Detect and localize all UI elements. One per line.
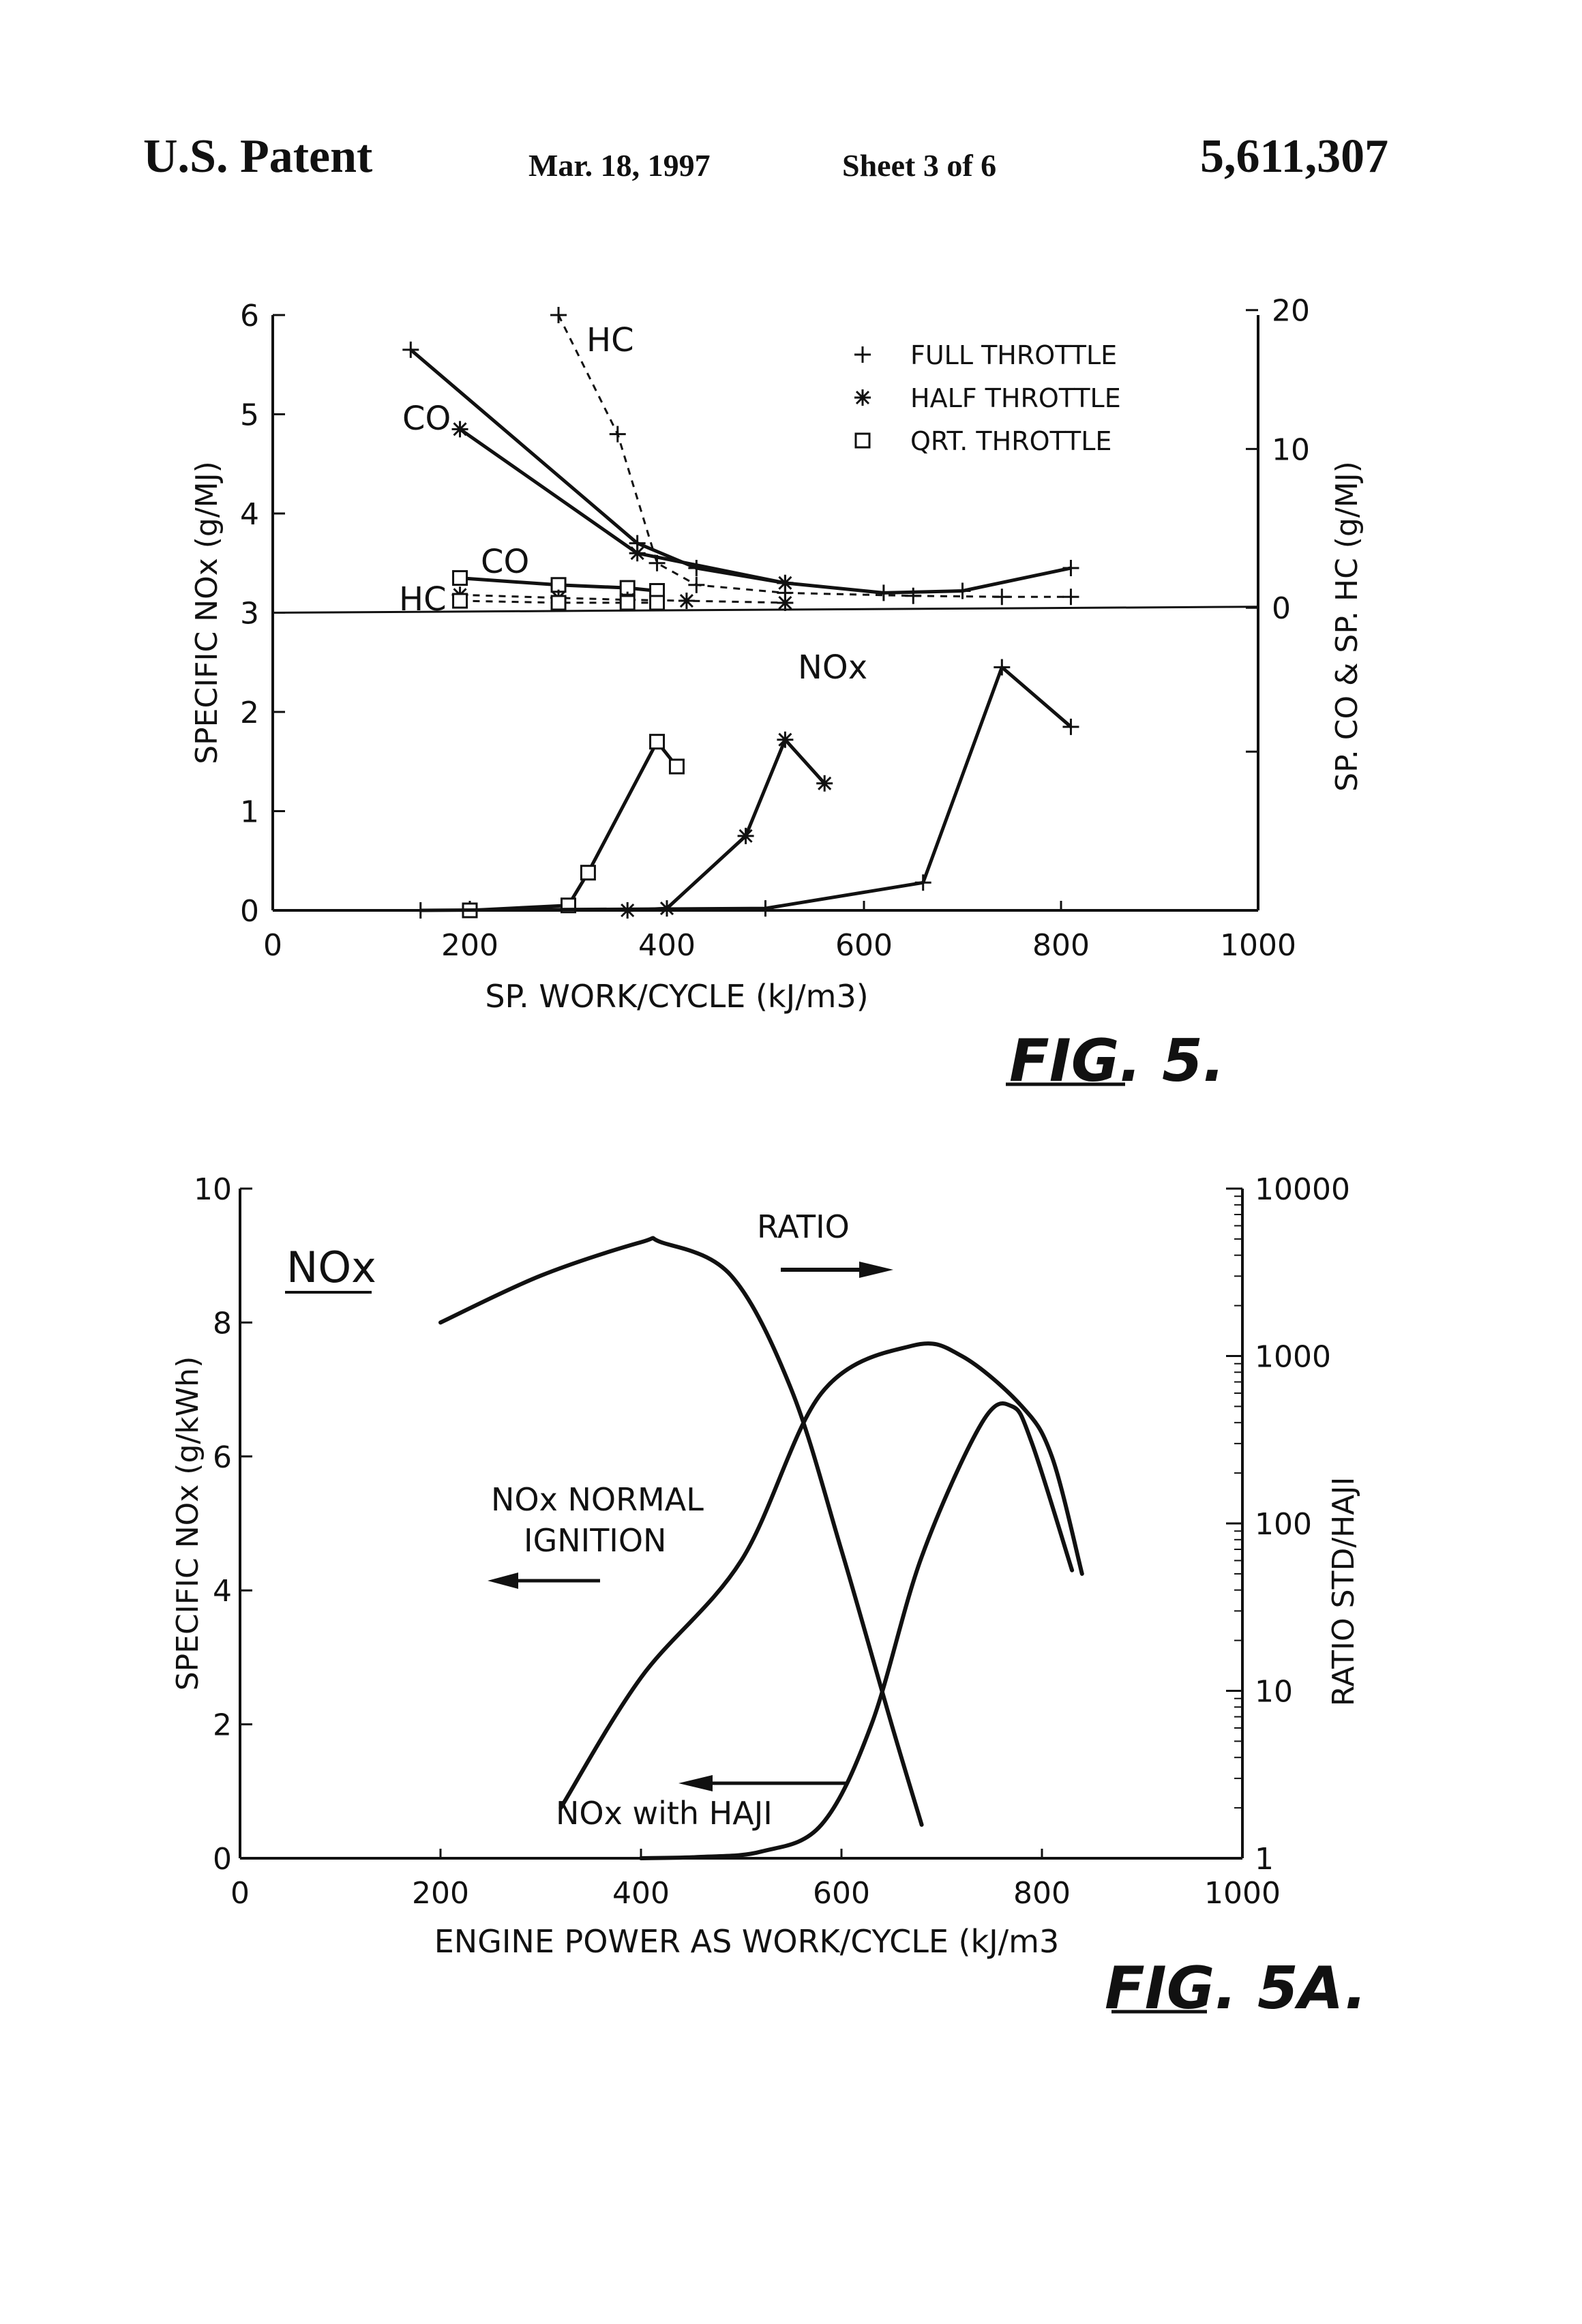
fig5a-y-tick-label: 0 [213,1842,232,1877]
fig5-legend-marker [854,389,871,406]
fig5a-annotation-haji: NOx with HAJI [556,1795,773,1832]
fig5-annotation-hc-low: HC [399,580,447,619]
fig5a-haji-arrow-head [678,1775,713,1791]
fig5-y-tick-label: 0 [240,894,259,929]
fig5-x-tick-label: 600 [835,928,893,963]
fig5a-right-tick-label: 10000 [1255,1172,1350,1207]
fig5a-annotation-normal-ignition-2: IGNITION [524,1522,666,1559]
fig5-right-tick-label: 0 [1272,591,1291,626]
fig5-point-co [1062,560,1079,576]
fig5-x-tick-label: 0 [263,928,282,963]
fig5-series-line-nox [421,668,1071,911]
fig5-legend-marker [854,346,871,363]
fig5-legend-label: FULL THROTTLE [910,340,1117,370]
fig5-point-hc [621,596,634,610]
fig5-right-axis-label: SP. CO & SP. HC (g/MJ) [1330,461,1364,792]
fig5-point-hc [651,596,664,610]
fig5a-right-tick-label: 100 [1255,1507,1312,1542]
fig5a-x-axis-label: ENGINE POWER AS WORK/CYCLE (kJ/m3 [434,1923,1060,1960]
fig5a-annotation-normal-ignition: NOx NORMAL [491,1481,704,1518]
fig5a-title-label: NOx [286,1242,376,1292]
fig5-point-nox [651,735,664,749]
fig5-point-hc [453,594,467,608]
fig5a-y-axis-label: SPECIFIC NOx (g/kWh) [170,1356,205,1691]
fig5-legend-label: HALF THROTTLE [910,383,1121,413]
fig5a-annotation-ratio: RATIO [757,1208,850,1245]
fig5-x-tick-label: 1000 [1220,928,1296,963]
fig5-y-tick-label: 1 [240,795,259,830]
fig5-series-line-nox [627,740,824,910]
fig5-point-co [876,584,892,601]
fig5a-x-tick-label: 0 [230,1876,250,1911]
fig5a-ratio-arrow-head [859,1262,893,1278]
fig5-point-hc [678,593,695,609]
fig5a-series-line-nox-with-haji [641,1403,1072,1858]
fig5-point-nox [738,828,754,844]
fig5-legend-label: QRT. THROTTLE [910,426,1111,456]
fig5-right-tick-label: 20 [1272,294,1310,329]
fig5-right-tick-label: 10 [1272,432,1310,467]
fig5-x-axis-label: SP. WORK/CYCLE (kJ/m3) [485,978,868,1015]
fig5-y-tick-label: 6 [240,299,259,333]
fig5a-y-tick-label: 2 [213,1708,232,1743]
fig5-legend-marker [856,434,869,447]
fig5a-right-tick-label: 1000 [1255,1340,1331,1375]
fig5-y-tick-label: 5 [240,398,259,433]
fig5-series-line-nox [470,742,676,910]
fig5-point-co [453,571,467,585]
fig5a-x-tick-label: 1000 [1204,1876,1281,1911]
fig5-x-tick-label: 400 [638,928,696,963]
fig5-point-co [452,421,468,437]
fig5a-y-tick-label: 10 [194,1172,232,1207]
fig5-point-nox [413,902,429,919]
fig5-point-hc [777,595,793,611]
fig5a-right-axis-label: RATIO STD/HAJI [1326,1477,1361,1707]
fig5a-right-tick-label: 10 [1255,1675,1293,1710]
fig5a-normal-arrow-head [488,1573,518,1589]
fig5-point-hc [552,596,565,610]
fig5-point-nox [670,760,683,773]
fig5-point-nox [915,874,931,891]
fig5a-x-tick-label: 200 [412,1876,469,1911]
fig5-x-tick-label: 800 [1032,928,1090,963]
fig5a-x-tick-label: 400 [612,1876,670,1911]
fig5a-x-tick-label: 600 [813,1876,870,1911]
fig5-point-hc [610,426,626,443]
fig5-annotation-co-top: CO [402,400,451,438]
fig5-point-nox [816,775,833,792]
fig5-point-nox [581,866,595,880]
fig5a-y-tick-label: 6 [213,1440,232,1475]
fig5-point-hc [550,307,567,323]
fig5a-y-tick-label: 8 [213,1306,232,1341]
fig5-point-nox [777,732,793,748]
fig5-y-tick-label: 2 [240,696,259,730]
fig5a-series-line-ratio [561,1343,1081,1808]
fig5-point-hc [994,589,1010,605]
fig5a-series-line-nox-normal-ignition [441,1238,922,1824]
fig5-y-tick-label: 3 [240,597,259,631]
fig5-point-nox [758,900,774,917]
fig5a-x-tick-label: 800 [1013,1876,1071,1911]
fig5-point-hc [1062,589,1079,605]
fig5-point-hc [905,588,921,604]
fig5-point-co [629,545,646,561]
fig5-x-tick-label: 200 [441,928,498,963]
fig5a-y-tick-label: 4 [213,1574,232,1609]
fig5-annotation-co-low: CO [481,543,529,581]
fig5-annotation-hc-top: HC [586,321,634,359]
fig5-y-axis-label: SPECIFIC NOx (g/MJ) [190,461,224,764]
fig5a-right-tick-label: 1 [1255,1842,1274,1877]
fig5-annotation-nox: NOx [798,649,867,687]
fig5-point-hc [688,577,704,593]
fig5-y-tick-label: 4 [240,497,259,532]
